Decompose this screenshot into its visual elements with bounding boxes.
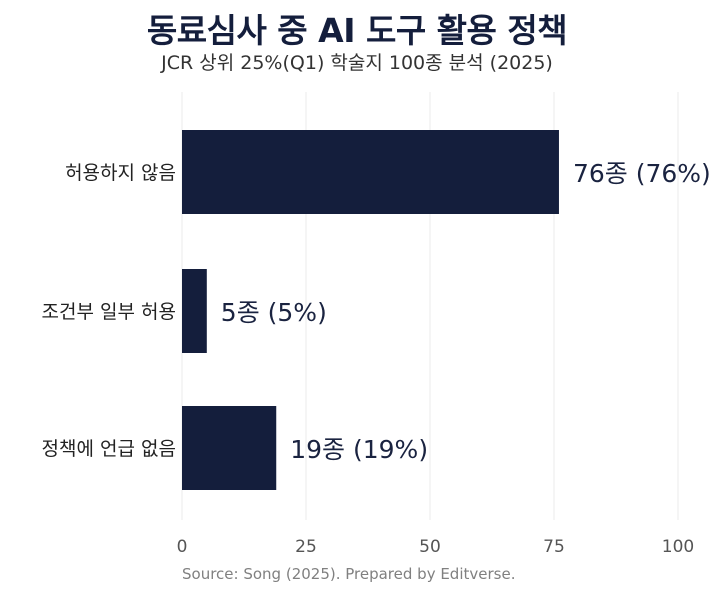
data-labels: 76종 (76%) 5종 (5%) 19종 (19%) <box>221 159 711 464</box>
x-axis-ticks: 0 25 50 75 100 <box>177 537 695 557</box>
x-tick-label: 100 <box>662 537 694 557</box>
chart-title: 동료심사 중 AI 도구 활용 정책 <box>146 11 568 50</box>
data-label: 5종 (5%) <box>221 298 327 327</box>
chart-subtitle: JCR 상위 25%(Q1) 학술지 100종 분석 (2025) <box>161 52 553 74</box>
x-tick-label: 75 <box>543 537 565 557</box>
category-label: 허용하지 않음 <box>65 162 176 184</box>
x-tick-label: 50 <box>419 537 441 557</box>
source-note: Source: Song (2025). Prepared by Editver… <box>182 565 516 583</box>
x-tick-label: 25 <box>295 537 317 557</box>
x-tick-label: 0 <box>177 537 188 557</box>
category-label: 조건부 일부 허용 <box>42 301 176 323</box>
data-label: 19종 (19%) <box>290 435 428 464</box>
bars <box>182 130 559 490</box>
bar <box>182 269 207 353</box>
bar <box>182 406 277 490</box>
data-label: 76종 (76%) <box>573 159 711 188</box>
category-label: 정책에 언급 없음 <box>42 438 176 460</box>
bar <box>182 130 559 214</box>
